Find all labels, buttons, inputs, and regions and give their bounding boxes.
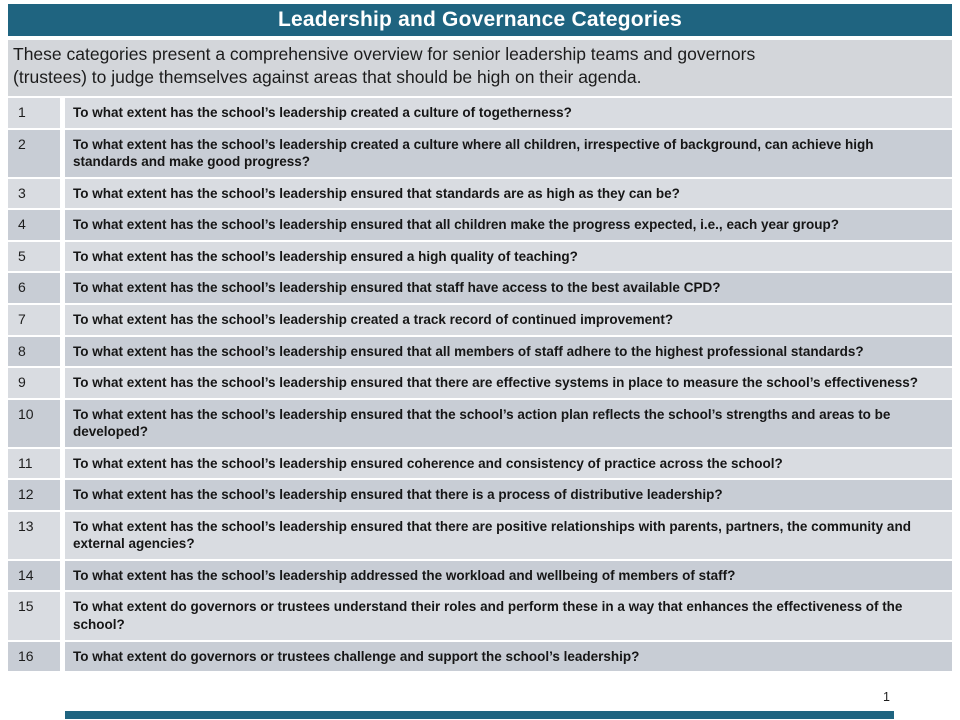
- row-question: To what extent has the school’s leadersh…: [60, 305, 952, 335]
- row-question: To what extent do governors or trustees …: [60, 592, 952, 640]
- row-number: 12: [18, 486, 34, 503]
- table-row: 6 To what extent has the school’s leader…: [8, 271, 952, 304]
- row-number: 15: [18, 598, 34, 615]
- row-question: To what extent has the school’s leadersh…: [60, 480, 952, 510]
- table-row: 7 To what extent has the school’s leader…: [8, 303, 952, 335]
- table-row: 11 To what extent has the school’s leade…: [8, 446, 952, 479]
- table-row: 3 To what extent has the school’s leader…: [8, 176, 952, 209]
- table-row: 8 To what extent has the school’s leader…: [8, 334, 952, 367]
- row-number: 11: [18, 454, 33, 471]
- table-row: 14 To what extent has the school’s leade…: [8, 558, 952, 591]
- row-question: To what extent has the school’s leadersh…: [60, 129, 952, 177]
- bottom-accent-bar: [65, 711, 894, 719]
- row-number: 6: [18, 279, 26, 296]
- row-number: 10: [18, 405, 34, 422]
- row-number: 2: [18, 135, 26, 152]
- row-number: 13: [18, 517, 34, 534]
- row-question: To what extent has the school’s leadersh…: [60, 511, 952, 559]
- row-question: To what extent has the school’s leadersh…: [60, 448, 952, 479]
- row-question: To what extent has the school’s leadersh…: [60, 273, 952, 304]
- row-number: 4: [18, 216, 26, 233]
- row-question: To what extent has the school’s leadersh…: [60, 178, 952, 209]
- categories-table: 1 To what extent has the school’s leader…: [8, 96, 952, 672]
- row-number: 8: [18, 342, 26, 359]
- row-number: 7: [18, 311, 26, 328]
- row-question: To what extent has the school’s leadersh…: [60, 98, 952, 128]
- table-row: 12 To what extent has the school’s leade…: [8, 478, 952, 510]
- row-number: 1: [18, 104, 26, 121]
- row-number: 5: [18, 247, 26, 264]
- row-number: 14: [18, 566, 34, 583]
- description-block: These categories present a comprehensive…: [8, 40, 952, 97]
- table-row: 1 To what extent has the school’s leader…: [8, 96, 952, 128]
- slide-title-bar: Leadership and Governance Categories: [8, 4, 952, 36]
- table-row: 13 To what extent has the school’s leade…: [8, 509, 952, 559]
- description-line-2: (trustees) to judge themselves against a…: [13, 67, 642, 88]
- page-title: Leadership and Governance Categories: [278, 8, 682, 31]
- row-question: To what extent has the school’s leadersh…: [60, 368, 952, 398]
- row-number: 9: [18, 374, 26, 391]
- row-question: To what extent has the school’s leadersh…: [60, 210, 952, 240]
- table-row: 4 To what extent has the school’s leader…: [8, 208, 952, 240]
- row-number: 16: [18, 647, 34, 664]
- row-question: To what extent has the school’s leadersh…: [60, 241, 952, 272]
- table-row: 16 To what extent do governors or truste…: [8, 639, 952, 672]
- description-line-1: These categories present a comprehensive…: [13, 44, 756, 64]
- table-row: 5 To what extent has the school’s leader…: [8, 239, 952, 272]
- page-number: 1: [883, 690, 890, 704]
- table-row: 15 To what extent do governors or truste…: [8, 590, 952, 640]
- row-question: To what extent has the school’s leadersh…: [60, 399, 952, 447]
- table-row: 2 To what extent has the school’s leader…: [8, 127, 952, 177]
- table-row: 9 To what extent has the school’s leader…: [8, 366, 952, 398]
- row-number: 3: [18, 184, 26, 201]
- row-question: To what extent has the school’s leadersh…: [60, 560, 952, 591]
- row-question: To what extent do governors or trustees …: [60, 641, 952, 672]
- row-question: To what extent has the school’s leadersh…: [60, 336, 952, 367]
- table-row: 10 To what extent has the school’s leade…: [8, 397, 952, 447]
